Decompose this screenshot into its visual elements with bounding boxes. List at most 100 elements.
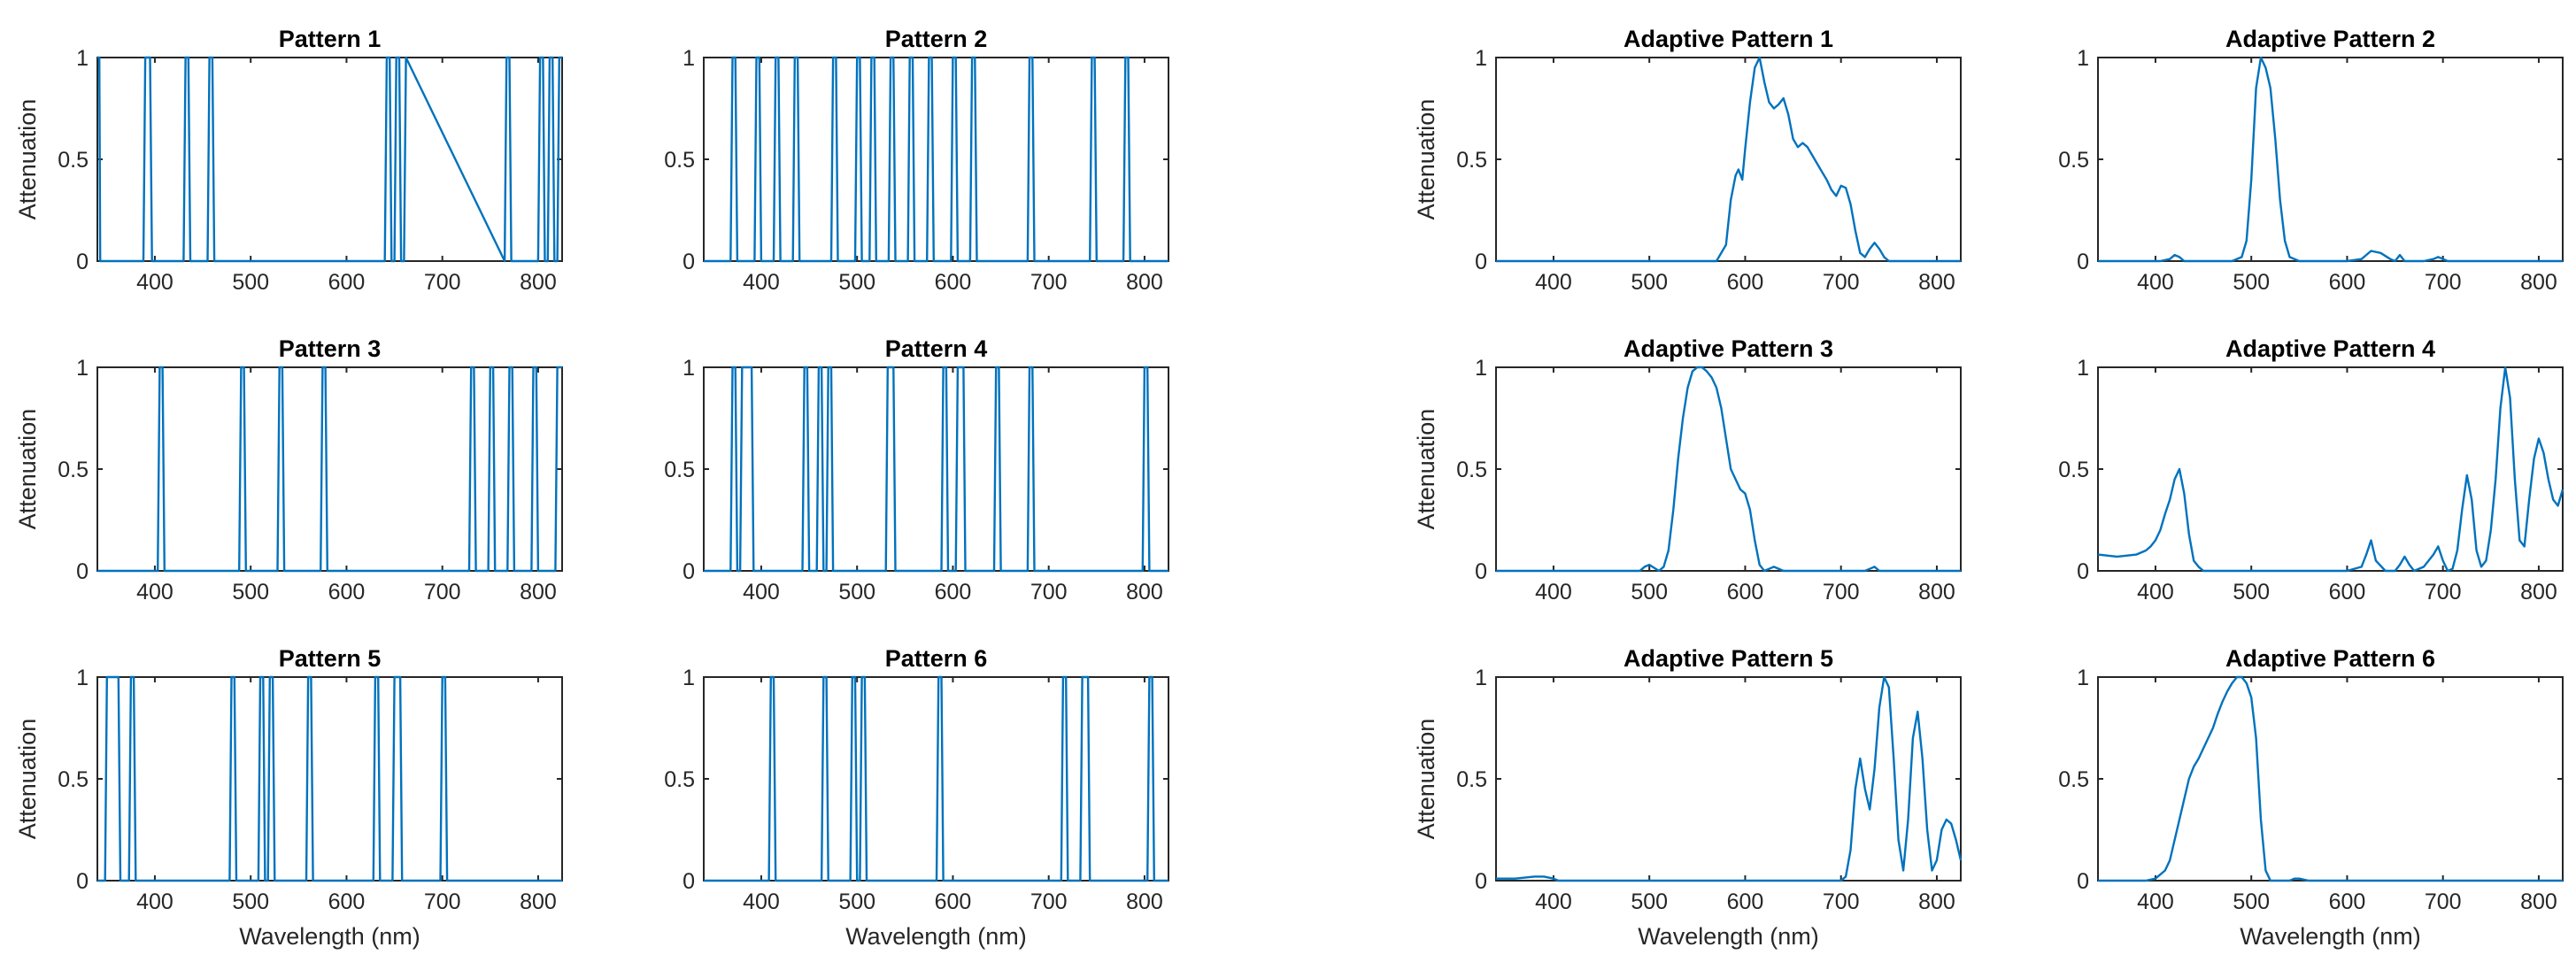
chart-4-plot-area [703,366,1169,572]
chart-8-xtick-label-2: 600 [2329,270,2366,295]
chart-1-xtick-label-4: 800 [520,270,557,295]
chart-4-series-line [704,366,1168,573]
chart-4-xtick-label-1: 500 [838,580,875,605]
chart-8-ytick-label-0: 0 [2077,250,2089,274]
chart-3-ylabel: Attenuation [14,409,41,530]
chart-9-series-line [1496,366,1961,573]
chart-5-ytick-label-2: 1 [76,666,89,690]
chart-5-axes: 400 500 600 700 800 0 0.5 1 Pattern 5 Attenuation… [14,645,563,950]
chart-12-xtick-label-0: 400 [2137,889,2174,914]
chart-1-xtick-label-1: 500 [232,270,269,295]
chart-12-title: Adaptive Pattern 6 [2225,645,2435,672]
chart-10-ytick-label-1: 0.5 [2058,458,2089,482]
chart-8-ytick-label-1: 0.5 [2058,148,2089,173]
chart-3-plot-area [96,366,563,572]
chart-6-xtick-label-3: 700 [1030,889,1068,914]
chart-6-ytick-label-0: 0 [683,869,695,894]
chart-5-ytick-label-1: 0.5 [58,767,89,792]
chart-9-ytick-label-1: 0.5 [1456,458,1487,482]
chart-12-xtick-label-3: 700 [2425,889,2462,914]
chart-12-ytick-label-0: 0 [2077,869,2089,894]
chart-2-xtick-label-4: 800 [1126,270,1163,295]
chart-2-xtick-label-1: 500 [838,270,875,295]
chart-6-xtick-label-2: 600 [935,889,972,914]
chart-7-title: Adaptive Pattern 1 [1623,26,1833,52]
chart-10-series-line [2097,366,2564,573]
chart-9-ytick-label-0: 0 [1475,559,1487,584]
chart-5-xlabel: Wavelength (nm) [239,923,420,950]
chart-4-ytick-label-2: 1 [683,356,695,381]
chart-5-xtick-label-1: 500 [232,889,269,914]
chart-7-series-line [1496,56,1961,263]
chart-10-ytick-label-2: 1 [2077,356,2089,381]
chart-4-xtick-label-4: 800 [1126,580,1163,605]
chart-9-ylabel: Attenuation [1413,409,1439,530]
chart-3-title: Pattern 3 [279,335,382,362]
chart-12-ytick-label-2: 1 [2077,666,2089,690]
chart-5-xtick-label-3: 700 [424,889,461,914]
chart-7-xtick-label-3: 700 [1823,270,1860,295]
chart-11-xtick-label-0: 400 [1535,889,1572,914]
chart-4-axes: 400 500 600 700 800 0 0.5 1 Pattern 4 [664,335,1169,605]
chart-11-ytick-label-0: 0 [1475,869,1487,894]
chart-10-title: Adaptive Pattern 4 [2225,335,2435,362]
chart-8-ytick-label-2: 1 [2077,46,2089,71]
chart-12-ytick-label-1: 0.5 [2058,767,2089,792]
chart-2-ytick-label-0: 0 [683,250,695,274]
chart-2-xtick-label-2: 600 [935,270,972,295]
chart-12-plot-area [2097,676,2564,882]
chart-5-ylabel: Attenuation [14,719,41,840]
chart-11-xtick-label-3: 700 [1823,889,1860,914]
chart-7-xtick-label-2: 600 [1727,270,1764,295]
chart-6-title: Pattern 6 [885,645,988,672]
chart-10-xtick-label-0: 400 [2137,580,2174,605]
chart-1-title: Pattern 1 [279,26,382,52]
chart-6-xlabel: Wavelength (nm) [845,923,1027,950]
chart-2-series-line [704,56,1168,263]
chart-1-xtick-label-0: 400 [136,270,174,295]
chart-6-ytick-label-2: 1 [683,666,695,690]
chart-4-xtick-label-0: 400 [743,580,780,605]
chart-1-axes: 400 500 600 700 800 0 0.5 1 Pattern 1 Attenuation [14,26,563,295]
chart-8-plot-area [2097,57,2564,262]
chart-10-axes: 400 500 600 700 800 0 0.5 1 Adaptive Pattern 4 [2058,335,2564,605]
chart-1-ylabel: Attenuation [14,99,41,220]
chart-7-ytick-label-0: 0 [1475,250,1487,274]
chart-12-xtick-label-1: 500 [2233,889,2270,914]
chart-9-xtick-label-1: 500 [1631,580,1668,605]
chart-12-xtick-label-2: 600 [2329,889,2366,914]
chart-11-plot-area [1495,676,1962,882]
chart-11-series-line [1496,675,1963,882]
chart-8-series-line [2098,56,2563,263]
chart-4-xtick-label-3: 700 [1030,580,1068,605]
chart-3-xtick-label-3: 700 [424,580,461,605]
chart-1-plot-area [96,57,563,262]
chart-3-xtick-label-4: 800 [520,580,557,605]
chart-4-ytick-label-0: 0 [683,559,695,584]
chart-10-plot-area [2097,366,2564,572]
chart-11-title: Adaptive Pattern 5 [1623,645,1833,672]
chart-8-xtick-label-1: 500 [2233,270,2270,295]
chart-1-series-line [97,56,562,263]
chart-12-series-line [2098,675,2563,882]
chart-12-xtick-label-4: 800 [2520,889,2557,914]
chart-10-xtick-label-1: 500 [2233,580,2270,605]
chart-11-axes: 400 500 600 700 800 0 0.5 1 Adaptive Pattern 5 At… [1413,645,1963,950]
chart-8-axes: 400 500 600 700 800 0 0.5 1 Adaptive Pattern 2 [2058,26,2564,295]
chart-4-title: Pattern 4 [885,335,988,362]
chart-7-ytick-label-2: 1 [1475,46,1487,71]
chart-1-xtick-label-3: 700 [424,270,461,295]
chart-2-xtick-label-3: 700 [1030,270,1068,295]
chart-11-xtick-label-1: 500 [1631,889,1668,914]
chart-7-ylabel: Attenuation [1413,99,1439,220]
chart-1-ytick-label-0: 0 [76,250,89,274]
chart-10-ytick-label-0: 0 [2077,559,2089,584]
chart-10-xtick-label-3: 700 [2425,580,2462,605]
chart-6-series-line [704,675,1168,882]
chart-3-xtick-label-0: 400 [136,580,174,605]
chart-5-ytick-label-0: 0 [76,869,89,894]
chart-12-xlabel: Wavelength (nm) [2240,923,2421,950]
chart-8-xtick-label-4: 800 [2520,270,2557,295]
chart-6-xtick-label-4: 800 [1126,889,1163,914]
